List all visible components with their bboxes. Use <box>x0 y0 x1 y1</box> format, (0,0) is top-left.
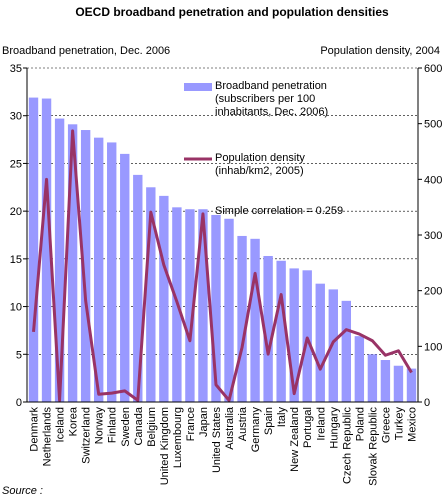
bar <box>354 336 365 402</box>
bar <box>250 238 260 402</box>
bar <box>41 98 52 402</box>
y-tick-label: 20 <box>10 206 22 218</box>
y-tick-label: 15 <box>10 254 22 266</box>
bar <box>133 174 143 402</box>
line <box>32 129 413 402</box>
bar <box>146 187 156 402</box>
y-axis-label: Broadband penetration, Dec. 2006 <box>2 45 170 57</box>
y-tick-label: 35 <box>10 63 22 75</box>
x-tick-label: United Kingdom <box>159 407 171 485</box>
y2-axis-label: Population density, 2004 <box>320 45 440 57</box>
y-tick-label: 30 <box>10 111 22 123</box>
y2-tick-label: 0 <box>424 397 430 409</box>
bar <box>54 118 65 402</box>
bar <box>185 209 195 402</box>
x-tick-label: Poland <box>354 407 366 441</box>
bar <box>406 368 417 402</box>
y2-tick-label: 600 <box>424 63 442 75</box>
bar <box>328 289 338 402</box>
bar <box>211 214 221 402</box>
x-tick-label: Korea <box>68 406 80 436</box>
x-tick-label: Japan <box>198 407 210 437</box>
x-tick-label: Ireland <box>315 407 327 441</box>
y-tick-label: 0 <box>16 397 22 409</box>
x-tick-label: Mexico <box>406 407 418 442</box>
y-tick-label: 5 <box>16 349 22 361</box>
bar <box>224 218 234 402</box>
bar <box>315 283 325 402</box>
x-tick-label: France <box>185 407 197 441</box>
x-tick-label: Austria <box>237 406 249 441</box>
bar <box>159 195 169 402</box>
x-tick-label: Finland <box>107 407 119 443</box>
x-tick-label: Greece <box>380 407 392 443</box>
bar <box>393 365 404 402</box>
x-tick-label: Germany <box>250 407 262 453</box>
bar <box>198 209 208 402</box>
x-tick-label: Switzerland <box>81 407 93 464</box>
x-tick-label: Denmark <box>29 407 41 452</box>
y2-tick-label: 400 <box>424 174 442 186</box>
x-tick-label: Luxembourg <box>172 407 184 468</box>
x-tick-label: Czech Republic <box>341 407 353 485</box>
x-tick-label: Slovak Republic <box>367 407 379 486</box>
bar <box>289 268 299 402</box>
bar <box>276 260 286 402</box>
chart-title: OECD broadband penetration and populatio… <box>75 5 389 19</box>
bar <box>67 124 78 402</box>
bar <box>237 235 247 402</box>
bar <box>367 354 378 402</box>
x-tick-label: Spain <box>263 407 275 435</box>
legend-swatch <box>184 83 212 91</box>
legend-label: Broadband penetration (subscribers per 1… <box>215 80 329 118</box>
legend-entry: Population density (inhab/km2, 2005) <box>215 152 305 177</box>
bar <box>380 360 391 402</box>
x-tick-label: Iceland <box>55 407 67 442</box>
y2-tick-label: 200 <box>424 286 442 298</box>
x-tick-label: Norway <box>94 407 106 445</box>
x-tick-label: New Zealand <box>289 407 301 472</box>
x-tick-label: Italy <box>276 407 288 428</box>
source: Source : <box>2 485 43 497</box>
annotation: Simple correlation = 0.259 <box>215 205 343 217</box>
bar <box>28 97 39 402</box>
y2-tick-label: 100 <box>424 341 442 353</box>
x-tick-label: Turkey <box>393 407 405 441</box>
legend-entry: Broadband penetration (subscribers per 1… <box>215 80 329 118</box>
x-tick-label: Australia <box>224 406 236 450</box>
x-tick-label: Sweden <box>120 407 132 447</box>
bar <box>80 130 91 402</box>
legend-label: Population density (inhab/km2, 2005) <box>215 152 305 177</box>
bar <box>341 300 352 402</box>
bar <box>93 137 104 403</box>
x-tick-label: Netherlands <box>42 407 54 467</box>
bar <box>302 270 312 402</box>
bar <box>120 153 130 402</box>
bar <box>107 142 117 403</box>
x-tick-label: Canada <box>133 406 145 445</box>
y2-tick-label: 300 <box>424 230 442 242</box>
y2-tick-label: 500 <box>424 119 442 131</box>
bar <box>263 255 273 402</box>
y-tick-label: 25 <box>10 158 22 170</box>
x-tick-label: United States <box>211 407 223 474</box>
y-tick-label: 10 <box>10 302 22 314</box>
x-tick-label: Hungary <box>328 407 340 449</box>
x-tick-label: Portugal <box>302 407 314 448</box>
x-tick-label: Belgium <box>146 407 158 447</box>
